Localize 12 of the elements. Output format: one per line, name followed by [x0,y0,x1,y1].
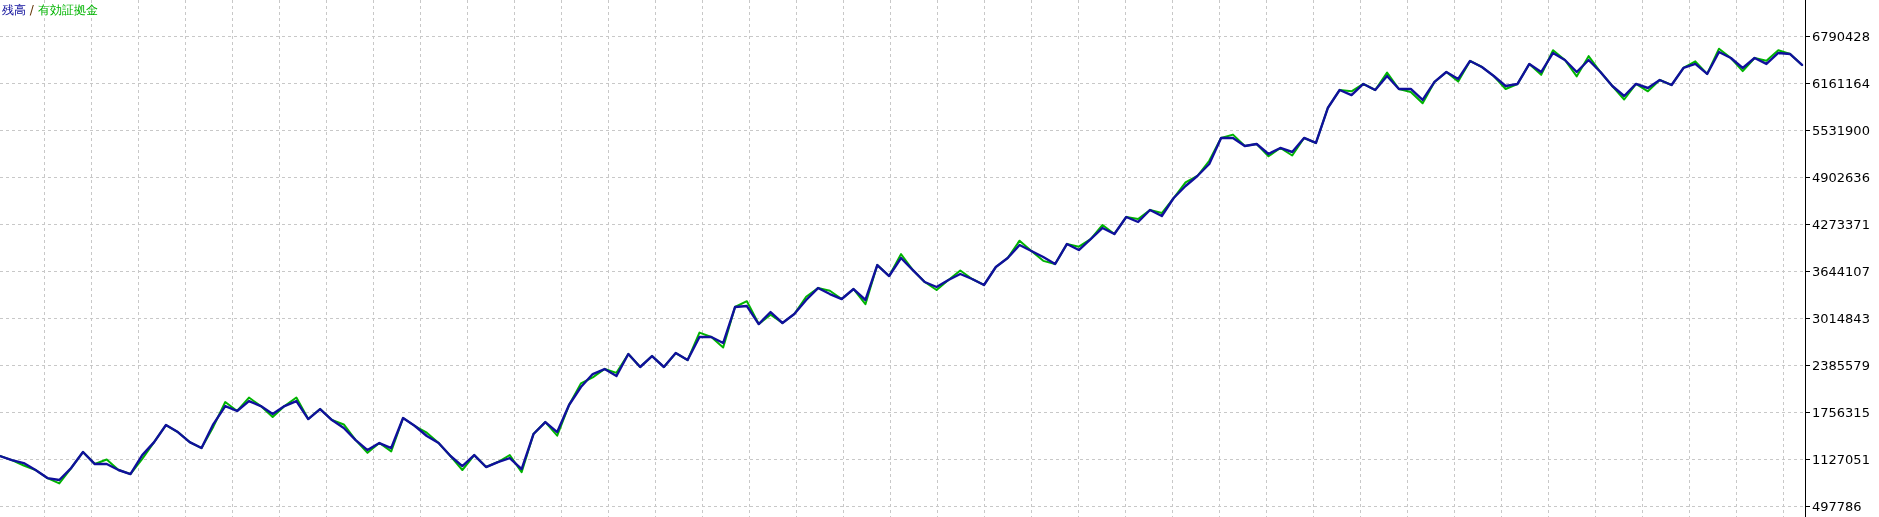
y-tick-label: 6790428 [1812,29,1870,44]
y-tick-label: 4902636 [1812,170,1870,185]
y-tick-label: 6161164 [1812,76,1870,91]
y-tick-label: 1756315 [1812,405,1870,420]
y-tick-label: 4273371 [1812,217,1870,232]
y-tick-label: 3014843 [1812,311,1870,326]
y-tick-label: 1127051 [1812,452,1870,467]
y-tick-label: 3644107 [1812,264,1870,279]
y-tick-label: 5531900 [1812,123,1870,138]
y-tick-label: 2385579 [1812,358,1870,373]
legend: 残高 / 有効証拠金 [2,3,98,17]
y-tick-label: 497786 [1812,499,1862,514]
